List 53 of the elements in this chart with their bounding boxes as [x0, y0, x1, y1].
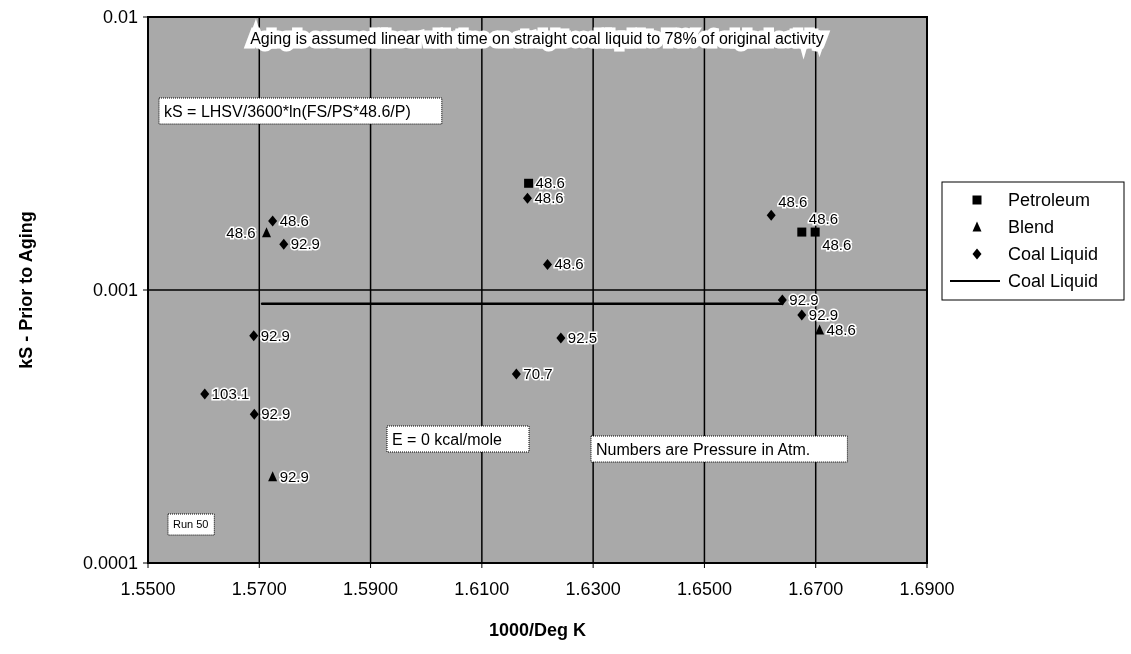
annotation: 92.9 [261, 405, 291, 423]
point [777, 294, 787, 306]
annotation: 92.9 [290, 235, 320, 253]
annotation: E = 0 kcal/mole [392, 431, 502, 448]
point [249, 330, 259, 342]
x-axis-title: 1000/Deg K [488, 620, 587, 640]
point [766, 209, 776, 221]
legend-label: Petroleum [1008, 190, 1091, 210]
point [797, 309, 807, 321]
point [262, 227, 272, 238]
annotation: 48.6 [822, 236, 852, 254]
legend-label: Coal Liquid [1008, 271, 1099, 291]
y-tick-label: 0.01 [102, 7, 138, 27]
annotation: kS = LHSV/3600*ln(FS/PS*48.6/P) [164, 103, 411, 120]
x-tick-label: 1.5500 [120, 579, 176, 599]
point [543, 259, 553, 270]
y-tick-label: 0.001 [92, 280, 138, 300]
y-axis-title: kS - Prior to Aging [16, 211, 36, 369]
x-tick-label: 1.6500 [676, 579, 732, 599]
annotation: 48.6 [554, 255, 584, 273]
annotation: 92.9 [260, 326, 290, 344]
point [797, 227, 807, 237]
point [268, 471, 278, 482]
x-tick-label: 1.5700 [231, 579, 287, 599]
point [522, 192, 532, 204]
annotation: 70.7 [523, 365, 553, 383]
annotation: 48.6 [226, 223, 256, 241]
annotation: 48.6 [826, 320, 856, 338]
point [556, 332, 566, 344]
point [810, 227, 820, 237]
annotation: 48.6 [535, 174, 565, 192]
x-tick-label: 1.6700 [788, 579, 844, 599]
point [279, 238, 289, 250]
point [200, 388, 210, 400]
x-tick-label: 1.5900 [343, 579, 399, 599]
annotation: 92.9 [279, 467, 309, 485]
annotation: 48.6 [279, 211, 309, 229]
annotation: Run 50 [173, 518, 209, 530]
annotation: 48.6 [534, 189, 564, 207]
point [524, 178, 534, 188]
x-tick-label: 1.6900 [899, 579, 955, 599]
legend-label: Coal Liquid [1008, 244, 1099, 264]
annotation: Numbers are Pressure in Atm. [596, 441, 811, 458]
y-tick-label: 0.0001 [82, 553, 138, 573]
legend-label: Blend [1008, 217, 1055, 237]
point [268, 215, 278, 227]
point [511, 368, 521, 380]
point [249, 408, 259, 420]
annotation: 48.6 [778, 193, 808, 211]
x-tick-label: 1.6300 [565, 579, 621, 599]
x-tick-label: 1.6100 [454, 579, 510, 599]
annotation: 103.1 [211, 384, 250, 402]
point [815, 324, 825, 335]
